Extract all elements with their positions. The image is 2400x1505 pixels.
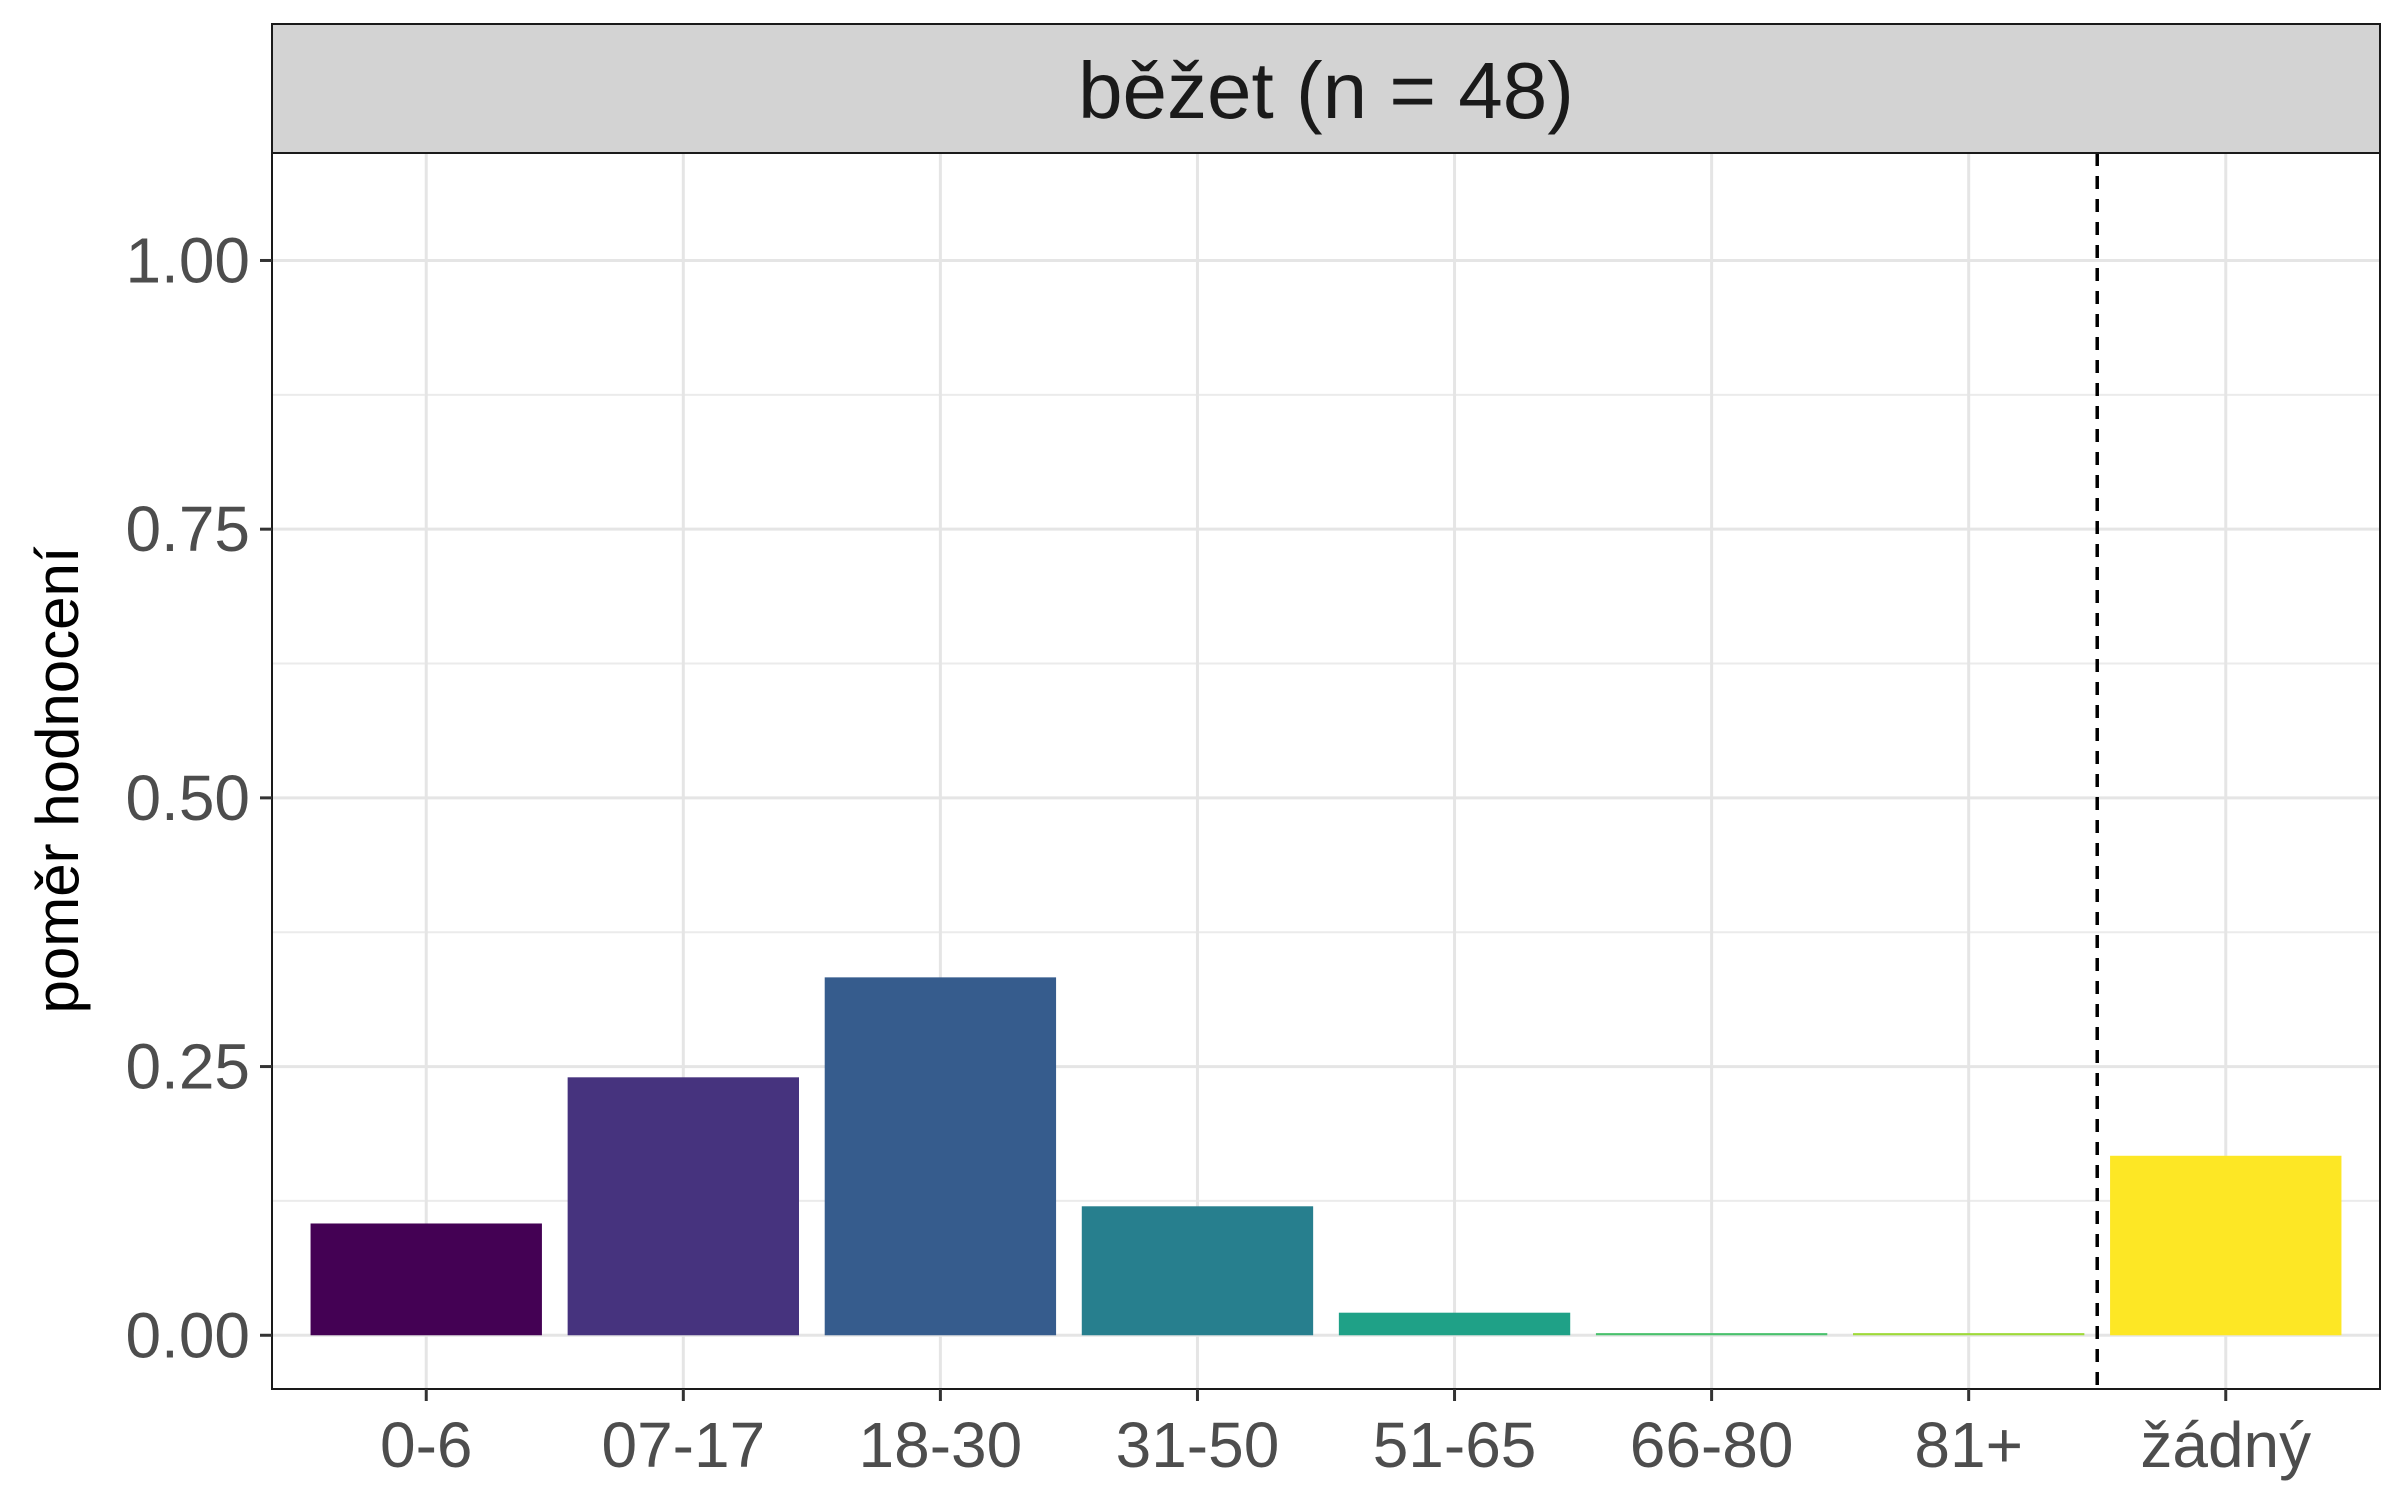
- x-tick-label: 18-30: [859, 1409, 1023, 1481]
- bar-31-50: [1081, 1206, 1314, 1336]
- y-tick-label: 0.75: [125, 493, 250, 565]
- y-axis: 0.00 0.25 0.50 0.75 1.00: [125, 224, 272, 1371]
- y-tick-label: 0.50: [125, 762, 250, 834]
- x-tick-label: 81+: [1914, 1409, 2023, 1481]
- bar-66-80: [1595, 1333, 1828, 1336]
- x-tick-label: 66-80: [1630, 1409, 1794, 1481]
- bars: [310, 977, 2342, 1336]
- y-tick-label: 0.00: [125, 1299, 250, 1371]
- x-tick-label: 07-17: [601, 1409, 765, 1481]
- bar-07-17: [567, 1077, 799, 1336]
- bar-18-30: [824, 977, 1057, 1336]
- y-tick-label: 1.00: [125, 224, 250, 296]
- plot-border: [271, 152, 2381, 1390]
- y-axis-title: poměr hodnocení: [24, 546, 91, 1013]
- x-tick-label: 31-50: [1116, 1409, 1280, 1481]
- y-tick-label: 0.25: [125, 1031, 250, 1103]
- bar-51-65: [1338, 1312, 1571, 1336]
- x-tick-label: 0-6: [380, 1409, 473, 1481]
- chart-title: běžet (n = 48): [1078, 46, 1574, 135]
- bar-žádný: [2110, 1155, 2342, 1336]
- gridlines: [272, 153, 2380, 1389]
- x-tick-label: 51-65: [1373, 1409, 1537, 1481]
- bar-81+: [1853, 1333, 2085, 1336]
- x-tick-label: žádný: [2140, 1409, 2311, 1481]
- bar-0-6: [310, 1223, 542, 1336]
- x-axis: 0-6 07-17 18-30 31-50 51-65 66-80 81+ žádný: [380, 1389, 2311, 1481]
- facet-strip: [271, 23, 2381, 154]
